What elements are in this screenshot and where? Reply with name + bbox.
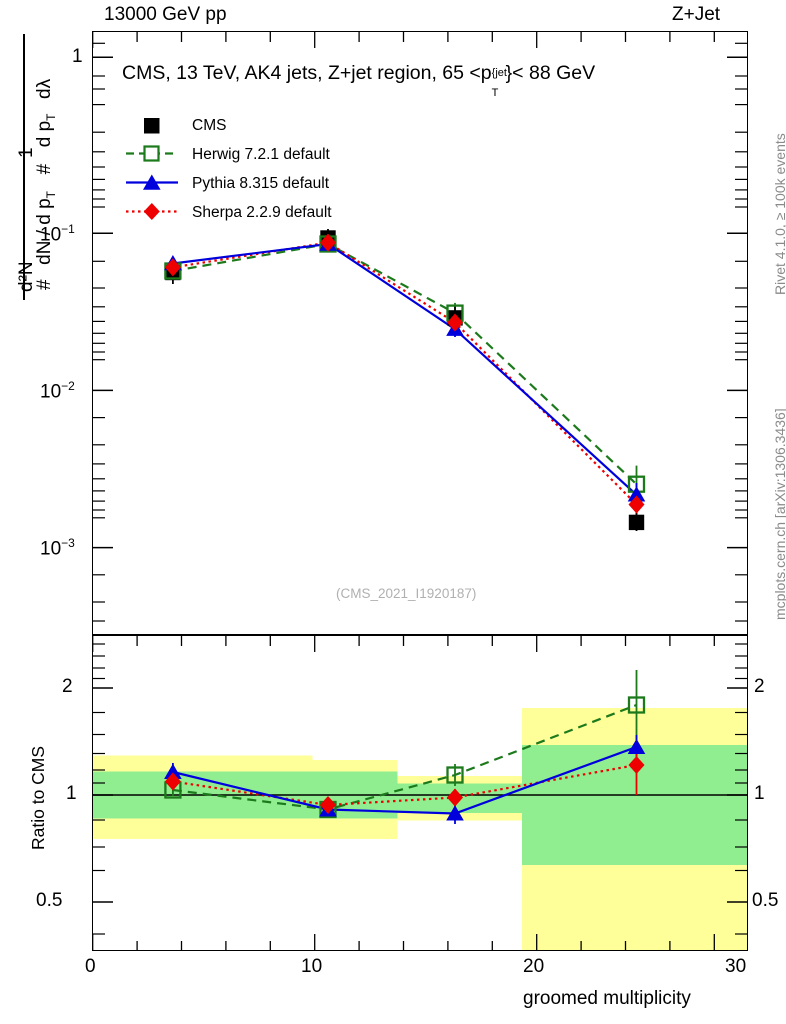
series-line-herwig bbox=[172, 242, 638, 486]
markers-sherpa bbox=[164, 233, 645, 514]
panel-title: CMS, 13 TeV, AK4 jets, Z+jet region, 65 … bbox=[122, 62, 596, 99]
error-bars-sherpa bbox=[171, 237, 638, 521]
main-ylabel-group: # dN / d pT # d pT dλ 1 d²N bbox=[0, 20, 58, 300]
legend-marker-pythia bbox=[143, 174, 161, 190]
xtick-label-20: 20 bbox=[523, 956, 545, 977]
main-x-top-ticks bbox=[92, 32, 715, 48]
ratio-ytick-label-2-right: 2 bbox=[754, 676, 765, 697]
main-ylabel-fraction-bar bbox=[23, 34, 26, 300]
error-bars-pythia bbox=[171, 239, 638, 506]
x-axis-title: groomed multiplicity bbox=[523, 988, 691, 1009]
legend-label-sherpa[interactable]: Sherpa 2.2.9 default bbox=[192, 204, 332, 221]
series-line-pythia bbox=[172, 242, 638, 496]
dlambda-text: dλ bbox=[34, 78, 55, 99]
legend-marker-cms bbox=[144, 118, 160, 134]
d2n-text: d²N bbox=[16, 261, 37, 292]
legend-marker-herwig bbox=[143, 145, 160, 162]
ratio-ytick-label-2-left: 2 bbox=[62, 676, 73, 697]
ratio-markers-sherpa bbox=[164, 756, 645, 814]
analysis-watermark: (CMS_2021_I1920187) bbox=[336, 586, 477, 601]
panel-title-text: CMS, 13 TeV, AK4 jets, Z+jet region, 65 … bbox=[122, 62, 492, 84]
pt-subscript-2: T bbox=[43, 113, 58, 121]
pt-subscript-1: T bbox=[43, 190, 58, 199]
markers-herwig bbox=[164, 235, 646, 493]
legend-label-herwig[interactable]: Herwig 7.2.1 default bbox=[192, 146, 330, 163]
ratio-axis-label: Ratio to CMS bbox=[28, 745, 48, 850]
main-ytick-mantissa-2: 10 bbox=[40, 381, 62, 403]
panel-title-tail: }< 88 GeV bbox=[505, 62, 596, 84]
main-ylabel-numerator: # dN / d pT # d pT dλ bbox=[34, 79, 58, 290]
legend-marker-sherpa bbox=[143, 203, 160, 220]
main-ytick-mantissa-1: 10 bbox=[40, 224, 62, 246]
main-ytick-label-1e-3: 10−3 bbox=[40, 536, 75, 560]
ratio-line-pythia bbox=[172, 745, 637, 815]
main-ylabel-d2n: d²N bbox=[16, 261, 38, 292]
xtick-label-10: 10 bbox=[301, 956, 323, 977]
main-ytick-label-1e-1: 10−1 bbox=[40, 222, 75, 246]
markers-cms bbox=[165, 230, 645, 531]
header-process-label: Z+Jet bbox=[672, 4, 721, 25]
main-ytick-exponent-1: −1 bbox=[61, 222, 75, 236]
main-ytick-exponent-3: −3 bbox=[61, 536, 75, 550]
legend-label-pythia[interactable]: Pythia 8.315 default bbox=[192, 175, 330, 192]
main-ytick-mantissa-3: 10 bbox=[40, 538, 62, 560]
error-bars-herwig bbox=[171, 239, 638, 500]
markers-pythia bbox=[164, 235, 646, 502]
ratio-line-herwig bbox=[172, 703, 637, 811]
panel-title-subscript: T bbox=[491, 87, 499, 99]
header-beam-label: 13000 GeV pp bbox=[104, 4, 227, 25]
ratio-line-sherpa bbox=[172, 763, 637, 807]
main-panel-frame bbox=[92, 31, 748, 635]
main-ytick-exponent-2: −2 bbox=[61, 379, 75, 393]
ratio-ytick-label-05-right: 0.5 bbox=[752, 890, 779, 911]
main-ylabel-one: 1 bbox=[16, 147, 37, 158]
xtick-label-0: 0 bbox=[85, 956, 96, 977]
legend-graphics bbox=[126, 118, 178, 220]
ratio-panel-frame bbox=[92, 635, 748, 951]
error-bars-cms bbox=[171, 229, 638, 531]
main-ytick-label-1: 1 bbox=[72, 46, 83, 67]
legend-label-cms[interactable]: CMS bbox=[192, 117, 227, 134]
ratio-y-minor-ticks bbox=[93, 643, 747, 935]
ratio-ytick-label-05-left: 0.5 bbox=[36, 890, 63, 911]
ratio-y-major-ticks bbox=[93, 687, 747, 903]
dpt-text-2: d p bbox=[34, 120, 55, 148]
ratio-data-group bbox=[164, 670, 646, 824]
ratio-ytick-label-1-left: 1 bbox=[66, 783, 77, 804]
series-line-sherpa bbox=[172, 241, 638, 506]
main-data-group bbox=[164, 229, 646, 531]
main-y-minor-ticks bbox=[93, 42, 747, 622]
main-ytick-label-1e-2: 10−2 bbox=[40, 379, 75, 403]
main-y-major-ticks bbox=[93, 56, 747, 549]
xtick-label-30: 30 bbox=[725, 956, 747, 977]
panel-title-superscript: {jet bbox=[491, 67, 507, 79]
dn-dpt-text: dN / d p bbox=[34, 198, 55, 265]
ratio-ytick-label-1-right: 1 bbox=[754, 783, 765, 804]
hash-glyph-2: # bbox=[34, 163, 55, 175]
